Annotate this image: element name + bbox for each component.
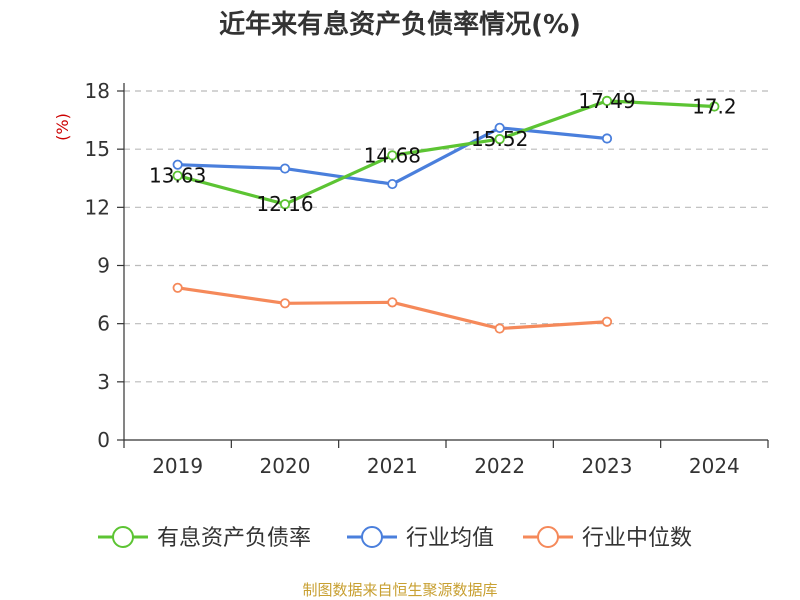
- data-label: 15.52: [471, 127, 528, 151]
- series-line: [177, 286, 608, 331]
- x-tick-label: 2021: [367, 454, 418, 478]
- x-tick-label: 2020: [260, 454, 311, 478]
- data-point: [494, 133, 505, 145]
- y-axis-label: (%): [53, 113, 72, 141]
- data-label: 17.2: [692, 95, 737, 119]
- legend-label: 行业中位数: [582, 526, 692, 551]
- legend-label: 行业均值: [406, 526, 494, 551]
- data-point: [172, 170, 183, 181]
- legend-marker: [361, 526, 383, 548]
- data-point: [279, 199, 291, 210]
- series-line: [177, 99, 715, 206]
- data-point: [387, 150, 398, 161]
- y-tick-label: 3: [97, 370, 110, 394]
- chart-title: 近年来有息资产负债率情况(%): [219, 9, 581, 40]
- data-point: [494, 323, 505, 334]
- x-tick-label: 2022: [474, 454, 525, 478]
- y-tick-label: 6: [97, 312, 110, 336]
- y-tick-label: 0: [97, 428, 110, 452]
- grid: [124, 90, 768, 383]
- axes: 0 3 6 9 12 15 18 2019 2020 2021 2022 2023 2024: [85, 79, 769, 478]
- x-tick-label: 2019: [152, 454, 203, 478]
- series-layer: [172, 95, 720, 334]
- data-point: [279, 163, 291, 174]
- legend: 有息资产负债率 行业均值 行业中位数: [98, 526, 692, 551]
- legend-marker: [112, 526, 134, 548]
- data-point: [387, 297, 398, 308]
- data-point: [494, 122, 505, 133]
- y-tick-label: 15: [85, 137, 110, 161]
- data-point: [601, 95, 613, 106]
- data-label: 17.49: [578, 89, 635, 113]
- legend-label: 有息资产负债率: [157, 526, 311, 551]
- y-tick-label: 12: [85, 195, 110, 219]
- data-label: 13.63: [149, 164, 206, 188]
- data-label: 12.16: [256, 192, 313, 216]
- data-point: [601, 316, 613, 327]
- legend-marker: [537, 526, 559, 548]
- data-point: [172, 159, 183, 170]
- x-tick-label: 2024: [689, 454, 740, 478]
- y-tick-label: 18: [85, 79, 110, 103]
- source-note: 制图数据来自恒生聚源数据库: [302, 581, 497, 599]
- data-labels: 13.63 12.16 14.68 15.52 17.49 17.2: [149, 89, 737, 216]
- data-point: [387, 178, 398, 190]
- data-point: [601, 133, 613, 144]
- x-tick-label: 2023: [582, 454, 633, 478]
- data-point: [709, 101, 720, 112]
- y-tick-label: 9: [97, 254, 110, 278]
- data-point: [172, 282, 183, 293]
- data-label: 14.68: [364, 143, 421, 167]
- data-point: [279, 298, 291, 309]
